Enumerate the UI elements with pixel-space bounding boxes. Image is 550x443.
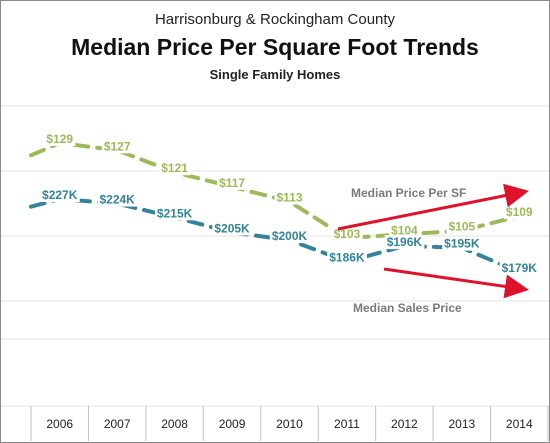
data-label: $109 [506,205,533,219]
x-tick-label: 2009 [219,417,246,431]
label-background [503,205,535,220]
label-background [40,188,80,202]
annotation-sales-price: Median Sales Price [353,301,462,315]
label-background [331,227,363,241]
label-background [217,175,248,190]
label-background [101,139,133,154]
x-tick-label: 2007 [104,417,131,431]
label-background [97,192,138,207]
label-background [212,221,253,236]
chart-title-line1: Harrisonburg & Rockingham County [154,11,396,28]
label-background [44,132,76,146]
annotation-arrow-down [383,267,529,299]
data-label: $121 [161,161,188,175]
label-background [269,229,310,244]
chart-subtitle: Single Family Homes [209,67,341,82]
data-label: $104 [391,223,418,237]
data-label: $186K [329,250,365,264]
data-label: $227K [42,188,78,202]
data-label: $103 [334,227,361,241]
label-background [446,219,478,234]
data-label: $215K [157,206,193,220]
series-line-1 [29,196,522,274]
x-tick-label: 2006 [46,417,73,431]
series-line-0 [29,140,522,241]
data-label: $113 [276,190,302,204]
label-background [154,206,195,221]
x-tick-label: 2010 [276,417,303,431]
label-background [389,223,421,238]
x-tick-label: 2008 [161,417,188,431]
label-background [499,261,540,275]
annotation-arrow-up [337,183,529,231]
data-label: $196K [387,235,423,249]
label-background [274,190,305,205]
x-tick-label: 2012 [391,417,418,431]
data-label: $224K [99,193,135,207]
x-tick-label: 2014 [506,417,533,431]
data-label: $127 [104,139,131,153]
annotation-price-per-sf: Median Price Per SF [351,186,466,200]
label-background [384,235,425,250]
label-background [442,236,482,251]
x-tick-label: 2013 [448,417,475,431]
data-label: $200K [272,229,308,243]
data-label: $195K [444,237,480,251]
chart-title: Median Price Per Square Foot Trends [71,34,479,60]
data-label: $105 [448,220,475,234]
label-background [327,250,367,265]
x-tick-label: 2011 [334,417,360,431]
data-label: $117 [219,176,245,190]
data-label: $179K [502,261,538,275]
data-label: $205K [214,221,250,235]
data-label: $129 [46,132,73,146]
label-background [159,161,191,176]
